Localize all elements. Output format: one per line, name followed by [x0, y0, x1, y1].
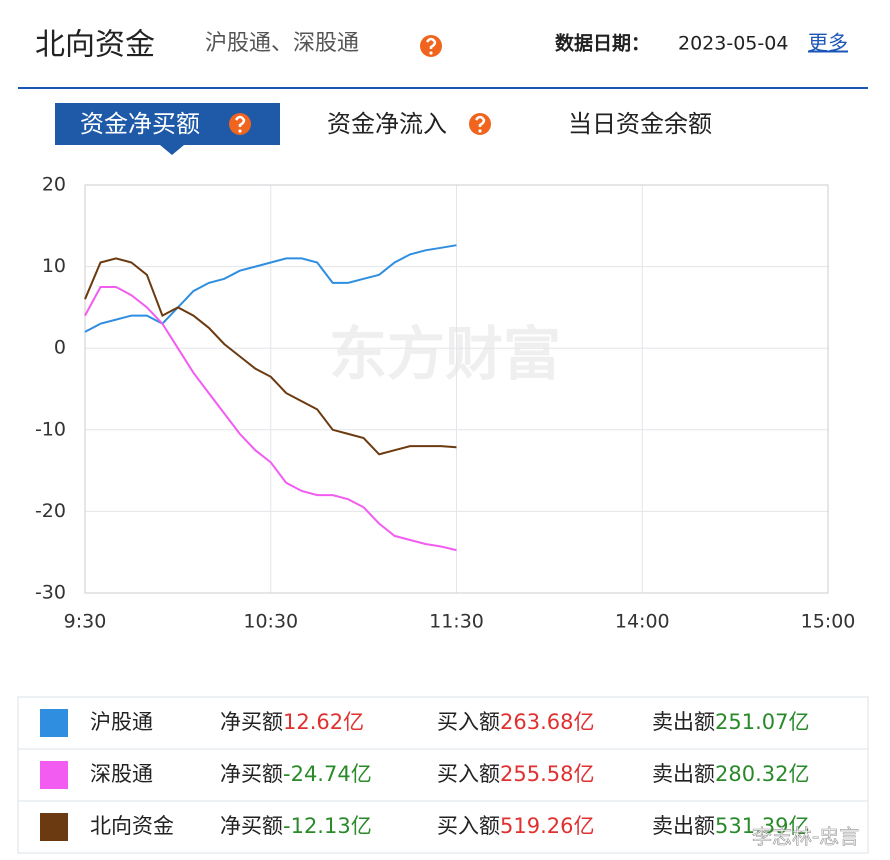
legend-name: 深股通	[90, 762, 153, 786]
table-value: 531.39亿	[715, 814, 809, 838]
x-tick-label: 10:30	[243, 611, 298, 633]
column-label: 卖出额	[652, 814, 715, 838]
column-label: 卖出额	[652, 762, 715, 786]
legend-swatch	[40, 761, 68, 789]
x-tick-label: 9:30	[64, 611, 107, 633]
legend-table	[17, 696, 869, 854]
column-label: 买入额	[437, 814, 500, 838]
legend-name: 沪股通	[90, 710, 153, 734]
column-label: 净买额	[220, 710, 283, 734]
tab-label[interactable]: 资金净流入	[327, 110, 447, 138]
x-tick-label: 15:00	[801, 611, 856, 633]
table-value: -12.13亿	[283, 814, 372, 838]
series-line	[84, 286, 457, 552]
legend-swatch	[40, 709, 68, 737]
y-tick-label: -10	[35, 418, 66, 440]
column-label: 净买额	[220, 762, 283, 786]
more-link[interactable]: 更多	[808, 31, 848, 55]
help-icon[interactable]	[420, 35, 442, 57]
tab-pointer	[160, 145, 184, 155]
table-value: 263.68亿	[500, 710, 594, 734]
x-tick-label: 14:00	[615, 611, 670, 633]
column-label: 买入额	[437, 762, 500, 786]
table-value: 255.58亿	[500, 762, 594, 786]
table-value: 251.07亿	[715, 710, 809, 734]
tab-label[interactable]: 资金净买额	[80, 110, 200, 138]
help-icon[interactable]	[229, 113, 251, 135]
x-tick-label: 11:30	[429, 611, 484, 633]
y-tick-label: 10	[42, 255, 66, 277]
subtitle: 沪股通、深股通	[205, 31, 359, 56]
credit: 李志林-忠言	[752, 825, 859, 849]
plot-frame	[84, 184, 829, 594]
date: 2023-05-04	[678, 33, 788, 55]
table-value: 280.32亿	[715, 762, 809, 786]
y-tick-label: -30	[35, 582, 66, 604]
tab-label[interactable]: 当日资金余额	[568, 110, 712, 138]
legend-swatch	[40, 813, 68, 841]
series-line	[84, 257, 457, 456]
y-tick-label: 0	[54, 337, 66, 359]
table-value: -24.74亿	[283, 762, 372, 786]
table-value: 519.26亿	[500, 814, 594, 838]
y-tick-label: 20	[42, 174, 66, 196]
series-line	[84, 244, 457, 333]
column-label: 卖出额	[652, 710, 715, 734]
column-label: 买入额	[437, 710, 500, 734]
date-label: 数据日期：	[555, 32, 650, 55]
watermark: 东方财富	[329, 320, 561, 388]
y-tick-label: -20	[35, 500, 66, 522]
table-value: 12.62亿	[283, 710, 364, 734]
title: 北向资金	[35, 28, 155, 63]
column-label: 净买额	[220, 814, 283, 838]
help-icon[interactable]	[469, 113, 491, 135]
legend-name: 北向资金	[90, 814, 174, 838]
